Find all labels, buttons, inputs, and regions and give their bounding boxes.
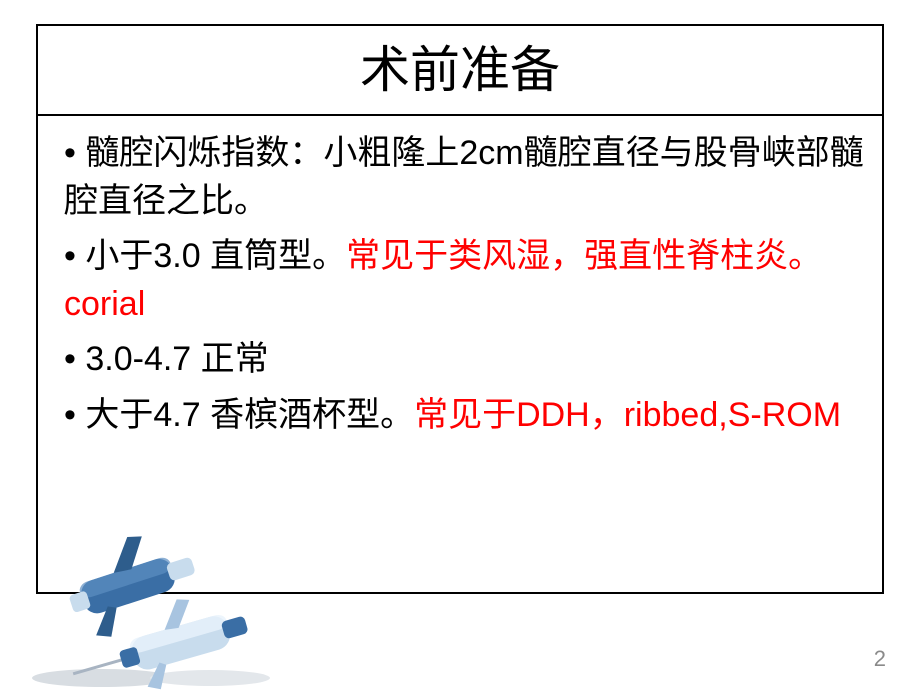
bullet-2-seg-0: 小于3.0 直筒型。 (85, 237, 346, 275)
bullet-1-seg-0: 髓腔闪烁指数：小粗隆上2cm髓腔直径与股骨峡部髓腔直径之比。 (64, 134, 864, 220)
page-number: 2 (874, 646, 886, 672)
slide-title: 术前准备 (36, 30, 884, 102)
bullet-4: 大于4.7 香槟酒杯型。常见于DDH，ribbed,S-ROM (64, 392, 864, 440)
slide-content: 髓腔闪烁指数：小粗隆上2cm髓腔直径与股骨峡部髓腔直径之比。 小于3.0 直筒型… (64, 130, 864, 448)
bullet-2: 小于3.0 直筒型。常见于类风湿，强直性脊柱炎。corial (64, 233, 864, 328)
bullet-4-seg-1: 常见于DDH，ribbed,S-ROM (414, 396, 841, 434)
bullet-1: 髓腔闪烁指数：小粗隆上2cm髓腔直径与股骨峡部髓腔直径之比。 (64, 130, 864, 225)
bullet-4-seg-0: 大于4.7 香槟酒杯型。 (85, 396, 414, 434)
bullet-3-seg-0: 3.0-4.7 正常 (85, 340, 268, 378)
title-divider (36, 114, 884, 116)
medical-device-image (10, 530, 280, 690)
slide: 术前准备 髓腔闪烁指数：小粗隆上2cm髓腔直径与股骨峡部髓腔直径之比。 小于3.… (0, 0, 920, 690)
bullet-3: 3.0-4.7 正常 (64, 336, 864, 384)
